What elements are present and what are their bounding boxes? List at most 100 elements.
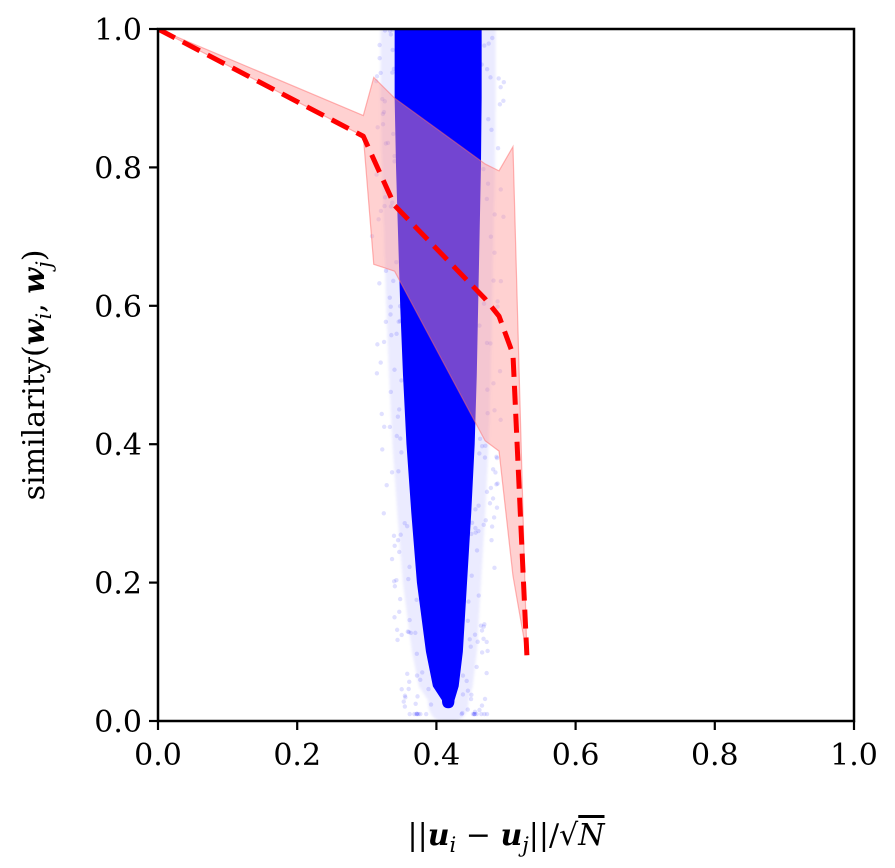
scatter-point (479, 628, 485, 633)
scatter-point (489, 127, 494, 133)
scatter-point (384, 482, 389, 488)
y-tick-label: 0.2 (94, 567, 142, 602)
scatter-point (392, 543, 397, 548)
scatter-point (392, 615, 397, 620)
scatter-point (481, 624, 486, 629)
scatter-point (387, 295, 392, 300)
scatter-point (423, 711, 429, 717)
scatter-point (470, 711, 476, 717)
scatter-point (484, 196, 490, 202)
scatter-point (481, 522, 486, 528)
scatter-point (476, 593, 481, 598)
y-tick-label: 1.0 (94, 13, 142, 48)
plot-area (158, 29, 530, 721)
scatter-point (498, 278, 504, 284)
scatter-point (374, 74, 380, 79)
scatter-point (397, 304, 403, 309)
scatter-point (391, 131, 396, 137)
scatter-point (390, 47, 395, 53)
scatter-point (391, 66, 397, 72)
scatter-point (381, 109, 387, 115)
scatter-point (414, 711, 420, 716)
scatter-point (406, 576, 411, 582)
scatter-point (501, 98, 506, 103)
scatter-point (387, 424, 393, 430)
scatter-points (369, 29, 507, 717)
scatter-point (380, 447, 385, 452)
scatter-point (406, 629, 412, 635)
scatter-point (390, 200, 395, 205)
scatter-point (415, 711, 420, 717)
scatter-point (488, 234, 494, 239)
scatter-point (468, 644, 473, 649)
scatter-point (488, 485, 494, 491)
scatter-point (382, 99, 387, 104)
scatter-point (495, 481, 500, 486)
scatter-point (407, 679, 412, 685)
scatter-point (379, 411, 384, 417)
scatter-point (394, 433, 400, 439)
scatter-point (399, 687, 404, 692)
scatter-point (484, 670, 489, 676)
scatter-point (414, 673, 420, 678)
scatter-point (483, 443, 488, 448)
scatter-point (486, 41, 491, 46)
scatter-point (420, 670, 425, 675)
plot-frame (156, 27, 856, 723)
scatter-point (377, 56, 382, 61)
scatter-point (469, 692, 474, 698)
scatter-point (481, 301, 487, 306)
scatter-point (402, 693, 408, 698)
scatter-point (494, 482, 499, 487)
scatter-point (472, 711, 477, 717)
scatter-point (396, 319, 401, 324)
x-tick-label: 0.2 (273, 738, 321, 773)
scatter-point (469, 531, 474, 537)
scatter-point (402, 704, 408, 709)
x-tick-label: 1.0 (830, 738, 878, 773)
scatter-point (377, 281, 382, 286)
scatter-point (472, 632, 478, 637)
scatter-point (479, 62, 484, 67)
scatter-point (374, 78, 379, 84)
scatter-point (380, 122, 386, 127)
scatter-point (383, 268, 389, 274)
scatter-point (473, 507, 478, 512)
scatter-point (381, 339, 387, 345)
scatter-point (388, 304, 393, 309)
scatter-point (383, 141, 389, 146)
scatter-point (394, 259, 399, 265)
scatter-point (469, 573, 474, 578)
scatter-point (484, 67, 490, 72)
scatter-point (375, 125, 380, 130)
scatter-point (374, 172, 379, 177)
scatter-point (399, 632, 404, 638)
scatter-point (469, 520, 475, 526)
scatter-point (388, 32, 394, 37)
scatter-point (472, 709, 478, 714)
scatter-point (492, 250, 497, 255)
scatter-point (394, 331, 399, 337)
scatter-point (484, 711, 490, 717)
scatter-point (412, 711, 417, 717)
scatter-point (491, 278, 496, 283)
scatter-point (484, 340, 490, 346)
scatter-point (495, 146, 501, 151)
mean-line (158, 29, 530, 656)
scatter-point (415, 694, 420, 699)
scatter-point (481, 166, 486, 172)
scatter-point (405, 671, 410, 677)
scatter-point (475, 639, 480, 644)
scatter-point (399, 450, 404, 455)
scatter-point (484, 489, 490, 495)
x-axis-ticks: 0.0 0.2 0.4 0.6 0.8 1.0 (134, 721, 878, 773)
scatter-point (383, 319, 389, 325)
scatter-point (477, 707, 482, 713)
scatter-point (401, 699, 406, 704)
scatter-point (414, 711, 419, 717)
scatter-point (466, 599, 471, 604)
scatter-point (391, 533, 397, 539)
scatter-point (391, 579, 397, 584)
scatter-point (388, 204, 394, 209)
